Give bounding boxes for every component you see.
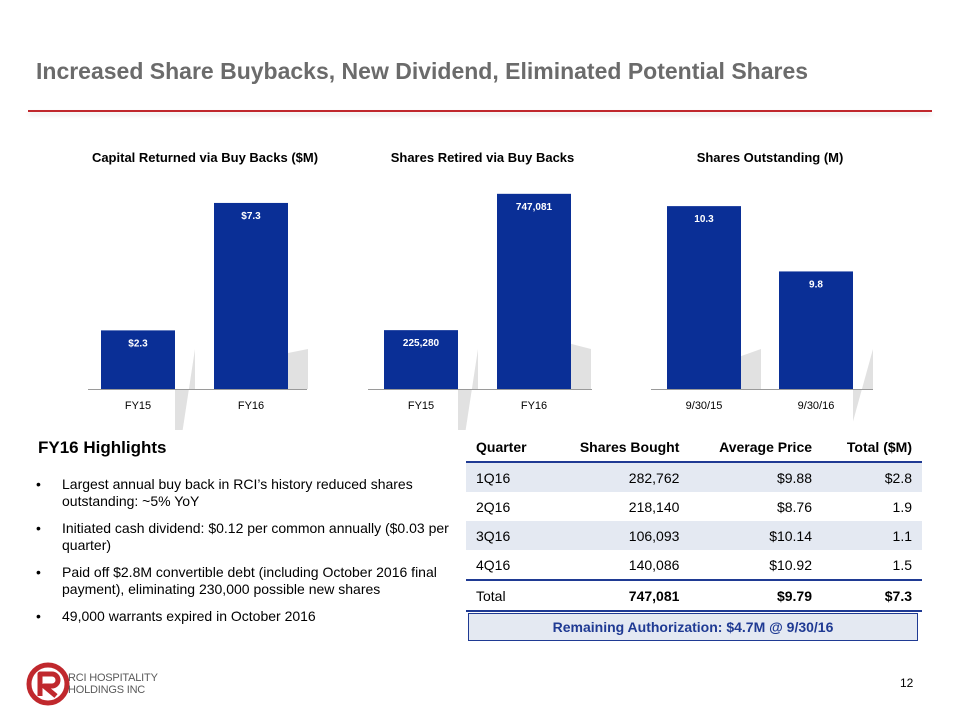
table-row: 2Q16 218,140 $8.76 1.9 [466, 492, 922, 521]
x-tick-label: FY16 [521, 400, 547, 412]
cell-quarter: 1Q16 [466, 462, 549, 492]
total-amount: $7.3 [822, 579, 922, 612]
cell-total: 1.9 [892, 498, 912, 515]
highlight-item: Initiated cash dividend: $0.12 per commo… [36, 520, 466, 554]
bar-value-label: 225,280 [403, 338, 440, 349]
header-quarter: Quarter [466, 433, 549, 463]
table-row: 1Q16 282,762 $9.88 $2.8 [466, 462, 922, 492]
table-total-row: Total 747,081 $9.79 $7.3 [466, 579, 922, 612]
bar-value-label: 10.3 [694, 214, 714, 225]
x-tick-label: 9/30/15 [686, 400, 723, 412]
title-divider [28, 110, 932, 112]
cell-shares: 218,140 [628, 498, 680, 515]
cell-total: 1.1 [822, 521, 922, 550]
bar [214, 202, 288, 389]
x-tick-label: 9/30/16 [798, 400, 835, 412]
table-header-row: Quarter Shares Bought Average Price Tota… [466, 433, 922, 463]
x-tick-label: FY16 [238, 400, 264, 412]
page-title: Increased Share Buybacks, New Dividend, … [36, 58, 809, 84]
cell-total: $2.8 [822, 462, 922, 492]
chart-1-title: Capital Returned via Buy Backs ($M) [91, 150, 319, 165]
bar [667, 206, 741, 389]
bar-shadow [571, 343, 591, 389]
highlight-item: 49,000 warrants expired in October 2016 [36, 608, 466, 625]
total-price: $9.79 [689, 579, 823, 612]
company-name-line2: HOLDINGS INC [68, 684, 146, 696]
chart-3-title: Shares Outstanding (M) [696, 150, 844, 165]
page-number: 12 [900, 676, 914, 690]
bar [384, 330, 458, 389]
highlight-item: Paid off $2.8M convertible debt (includi… [36, 564, 466, 598]
cell-price: $8.76 [776, 498, 813, 515]
cell-price: $10.92 [769, 556, 813, 573]
cell-shares: 140,086 [628, 556, 680, 573]
cell-price: $10.14 [689, 521, 823, 550]
cell-price: $9.88 [689, 462, 823, 492]
cell-quarter: 3Q16 [466, 521, 549, 550]
buyback-table: Quarter Shares Bought Average Price Tota… [466, 433, 922, 612]
bar [497, 193, 571, 389]
company-name-line1: RCI HOSPITALITY [68, 672, 158, 684]
bar-shadow [853, 349, 873, 422]
company-name: RCI HOSPITALITY HOLDINGS INC [68, 672, 158, 696]
cell-shares: 106,093 [548, 521, 690, 550]
highlight-item: Largest annual buy back in RCI’s history… [36, 476, 466, 510]
bar-shadow [741, 349, 761, 389]
remaining-authorization-box: Remaining Authorization: $4.7M @ 9/30/16 [468, 613, 918, 641]
bar-value-label: $2.3 [128, 338, 148, 349]
cell-shares: 282,762 [548, 462, 690, 492]
header-average-price: Average Price [689, 433, 823, 463]
x-tick-label: FY15 [125, 400, 151, 412]
bar [101, 330, 175, 389]
highlights-title: FY16 Highlights [38, 438, 167, 457]
bar [779, 271, 853, 389]
cell-quarter: 2Q16 [476, 498, 511, 515]
bar-value-label: $7.3 [241, 211, 261, 222]
x-tick-label: FY15 [408, 400, 434, 412]
bar-value-label: 9.8 [809, 279, 823, 290]
total-shares: 747,081 [548, 579, 690, 612]
header-total: Total ($M) [822, 433, 922, 463]
cell-quarter: 4Q16 [476, 556, 511, 573]
company-logo-icon [26, 662, 70, 706]
table-row: 3Q16 106,093 $10.14 1.1 [466, 521, 922, 550]
bar-value-label: 747,081 [516, 202, 553, 213]
total-label: Total [466, 579, 549, 612]
highlights-list: Largest annual buy back in RCI’s history… [36, 476, 466, 635]
bar-charts: $2.3 FY15 $7.3 FY16 225,280 FY15 747,081 FY16 10… [88, 193, 873, 430]
cell-total: 1.5 [892, 556, 912, 573]
bar-shadow [288, 349, 308, 389]
header-shares-bought: Shares Bought [548, 433, 690, 463]
table-row: 4Q16 140,086 $10.92 1.5 [466, 550, 922, 580]
chart-2-title: Shares Retired via Buy Backs [390, 150, 575, 165]
